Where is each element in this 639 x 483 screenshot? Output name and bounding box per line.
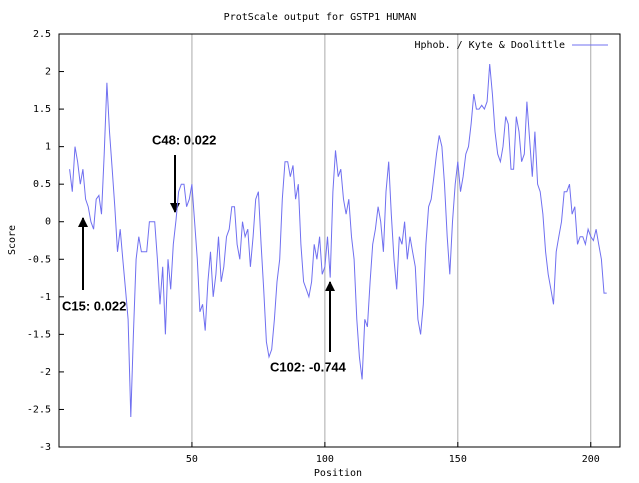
legend-label: Hphob. / Kyte & Doolittle <box>414 40 565 51</box>
y-tick-label: 0 <box>45 217 51 228</box>
chart-title: ProtScale output for GSTP1 HUMAN <box>224 12 417 23</box>
y-tick-label: 2 <box>45 67 51 78</box>
y-axis-label: Score <box>7 225 18 255</box>
y-tick-label: 0.5 <box>33 179 51 190</box>
y-tick-label: -1 <box>39 292 51 303</box>
y-tick-label: 2.5 <box>33 29 51 40</box>
x-tick-label: 200 <box>582 454 600 465</box>
y-tick-label: -3 <box>39 442 51 453</box>
data-line <box>69 63 607 418</box>
x-axis-label: Position <box>314 468 362 479</box>
x-tick-label: 150 <box>449 454 467 465</box>
annotation: C102: -0.744 <box>270 359 347 374</box>
y-tick-label: -0.5 <box>27 254 51 265</box>
y-tick-label: -2.5 <box>27 404 51 415</box>
y-tick-label: 1.5 <box>33 104 51 115</box>
plot-frame <box>58 33 621 448</box>
x-tick-label: 100 <box>316 454 334 465</box>
x-tick-label: 50 <box>186 454 198 465</box>
y-tick-label: -1.5 <box>27 329 51 340</box>
y-tick-label: -2 <box>39 367 51 378</box>
annotation: C48: 0.022 <box>152 132 216 147</box>
y-tick-label: 1 <box>45 142 51 153</box>
annotation: C15: 0.022 <box>62 298 126 313</box>
